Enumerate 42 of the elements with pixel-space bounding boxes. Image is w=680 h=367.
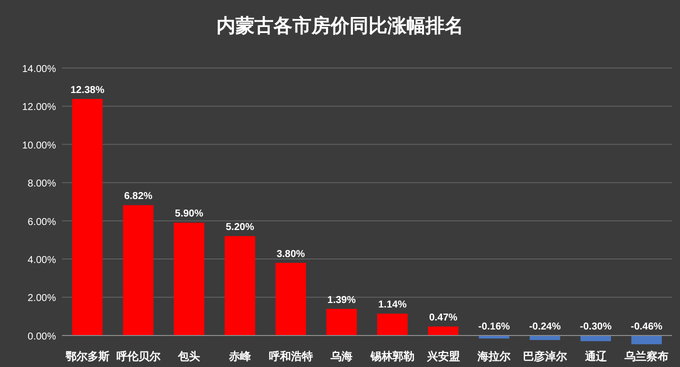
data-label: 5.20% xyxy=(226,222,254,234)
chart-title: 内蒙古各市房价同比涨幅排名 xyxy=(216,15,464,37)
x-tick-label: 呼伦贝尔 xyxy=(116,350,162,363)
data-label: -0.46% xyxy=(630,321,663,332)
bar xyxy=(224,236,256,336)
data-label: 3.80% xyxy=(276,248,306,260)
data-label: -0.24% xyxy=(529,321,561,332)
y-tick-label: 8.00% xyxy=(28,178,56,190)
bar xyxy=(631,335,662,344)
x-tick-label: 通辽 xyxy=(584,350,608,363)
y-tick-label: 14.00% xyxy=(22,64,56,75)
x-tick-label: 巴彦淖尔 xyxy=(522,350,568,363)
x-tick-label: 兴安盟 xyxy=(426,350,460,363)
y-tick-label: 0.00% xyxy=(28,331,56,342)
data-label: 1.14% xyxy=(378,300,407,311)
x-tick-label: 鄂尔多斯 xyxy=(65,350,110,363)
data-label: 6.82% xyxy=(124,191,153,202)
x-tick-label: 包头 xyxy=(177,350,200,363)
x-tick-label: 乌兰察布 xyxy=(624,350,669,363)
bar xyxy=(123,205,154,336)
x-tick-label: 呼和浩特 xyxy=(268,350,313,363)
x-tick-label: 乌海 xyxy=(330,350,353,363)
x-tick-label: 海拉尔 xyxy=(476,350,512,363)
bar xyxy=(428,326,458,336)
y-tick-label: 2.00% xyxy=(28,293,56,304)
bar xyxy=(326,308,357,336)
data-label: 12.38% xyxy=(70,84,104,96)
y-tick-label: 12.00% xyxy=(22,102,56,114)
data-label: 0.47% xyxy=(429,312,458,324)
y-tick-label: 10.00% xyxy=(22,140,56,152)
data-label: 1.39% xyxy=(327,294,356,306)
x-tick-label: 赤峰 xyxy=(228,350,252,363)
y-tick-label: 6.00% xyxy=(28,216,56,228)
data-label: -0.16% xyxy=(478,321,510,332)
y-tick-label: 4.00% xyxy=(28,255,56,266)
x-tick-label: 锡林郭勒 xyxy=(369,350,414,363)
data-label: -0.30% xyxy=(580,321,612,332)
bar xyxy=(276,262,306,336)
bar xyxy=(377,314,408,336)
data-label: 5.90% xyxy=(174,208,204,220)
bar xyxy=(72,98,103,336)
bar xyxy=(174,222,204,336)
